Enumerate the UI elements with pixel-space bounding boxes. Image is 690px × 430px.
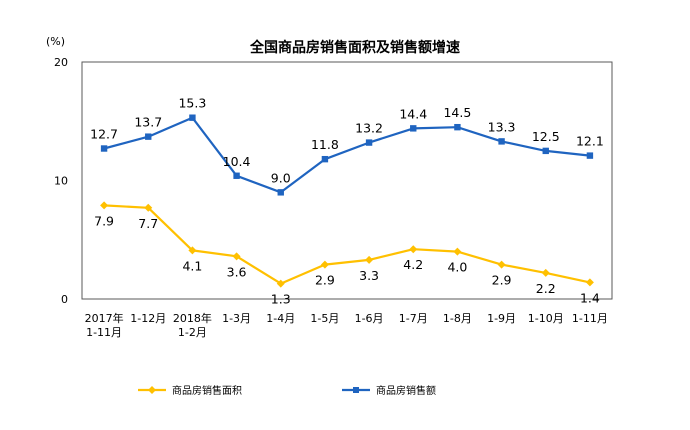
data-label: 4.1 bbox=[182, 258, 202, 273]
data-label: 14.5 bbox=[443, 105, 471, 120]
data-point bbox=[145, 133, 152, 140]
data-point bbox=[409, 245, 418, 254]
data-label: 2.9 bbox=[492, 273, 512, 288]
data-point bbox=[497, 260, 506, 269]
x-tick-label: 1-7月 bbox=[399, 312, 428, 325]
data-label: 10.4 bbox=[223, 154, 251, 169]
data-label: 7.9 bbox=[94, 213, 114, 228]
legend-marker bbox=[353, 387, 359, 393]
data-point bbox=[189, 114, 196, 121]
x-tick-label: 1-8月 bbox=[443, 312, 472, 325]
series-line-0 bbox=[104, 204, 591, 285]
data-label: 1.4 bbox=[580, 290, 600, 305]
x-tick-label: 1-11月 bbox=[572, 312, 608, 325]
data-point bbox=[454, 123, 461, 131]
data-label: 14.4 bbox=[399, 106, 427, 121]
data-label: 12.5 bbox=[532, 129, 560, 144]
x-tick-label: 1-4月 bbox=[266, 312, 295, 325]
data-label: 11.8 bbox=[311, 137, 339, 152]
data-label: 12.1 bbox=[576, 134, 604, 149]
data-label: 4.0 bbox=[447, 260, 467, 275]
data-label: 13.2 bbox=[355, 121, 383, 136]
x-tick-label: 1-5月 bbox=[310, 312, 339, 325]
data-point bbox=[321, 155, 329, 163]
data-point bbox=[100, 201, 109, 210]
data-label: 9.0 bbox=[271, 170, 291, 185]
data-point bbox=[585, 278, 594, 287]
x-tick-label: 1-10月 bbox=[528, 312, 564, 325]
x-tick-label: 2018年 bbox=[173, 311, 212, 325]
x-tick-label: 1-6月 bbox=[355, 312, 384, 325]
data-label: 15.3 bbox=[178, 96, 206, 111]
y-tick-label: 20 bbox=[54, 56, 68, 69]
x-tick-label: 1-9月 bbox=[487, 312, 516, 325]
y-unit-label: (%) bbox=[46, 35, 65, 48]
x-tick-label: 2017年 bbox=[85, 311, 124, 325]
data-label: 2.9 bbox=[315, 273, 335, 288]
data-label: 4.2 bbox=[403, 257, 423, 272]
legend-label: 商品房销售额 bbox=[376, 384, 436, 397]
x-tick-label: 1-3月 bbox=[222, 312, 251, 325]
data-point bbox=[144, 203, 153, 212]
data-label: 2.2 bbox=[536, 281, 556, 296]
data-label: 13.7 bbox=[134, 115, 162, 130]
data-point bbox=[100, 145, 108, 152]
legend-label: 商品房销售面积 bbox=[172, 384, 242, 397]
data-point bbox=[232, 252, 241, 261]
x-tick-label: 1-11月 bbox=[86, 326, 122, 339]
data-point bbox=[277, 189, 284, 196]
x-tick-label: 1-12月 bbox=[130, 312, 166, 325]
y-tick-label: 0 bbox=[61, 293, 68, 306]
data-point bbox=[276, 279, 285, 288]
data-point bbox=[365, 255, 374, 264]
data-point bbox=[365, 139, 373, 146]
data-label: 1.3 bbox=[271, 292, 291, 307]
legend-marker bbox=[148, 386, 156, 394]
data-point bbox=[410, 125, 417, 132]
data-point bbox=[453, 247, 462, 256]
data-point bbox=[542, 147, 549, 155]
data-point bbox=[541, 268, 550, 277]
data-label: 3.3 bbox=[359, 268, 379, 283]
y-tick-label: 10 bbox=[54, 175, 68, 188]
data-point bbox=[188, 246, 197, 255]
data-label: 7.7 bbox=[138, 216, 158, 231]
data-point bbox=[320, 260, 329, 269]
series-line-1 bbox=[103, 116, 591, 194]
plot-area-frame bbox=[81, 61, 613, 300]
chart-title: 全国商品房销售面积及销售额增速 bbox=[249, 39, 460, 56]
x-tick-label: 1-2月 bbox=[178, 326, 207, 339]
data-label: 12.7 bbox=[90, 127, 118, 142]
data-point bbox=[233, 172, 240, 179]
data-label: 3.6 bbox=[227, 264, 247, 279]
data-point bbox=[498, 138, 505, 145]
data-point bbox=[586, 152, 594, 159]
data-label: 13.3 bbox=[488, 119, 516, 134]
